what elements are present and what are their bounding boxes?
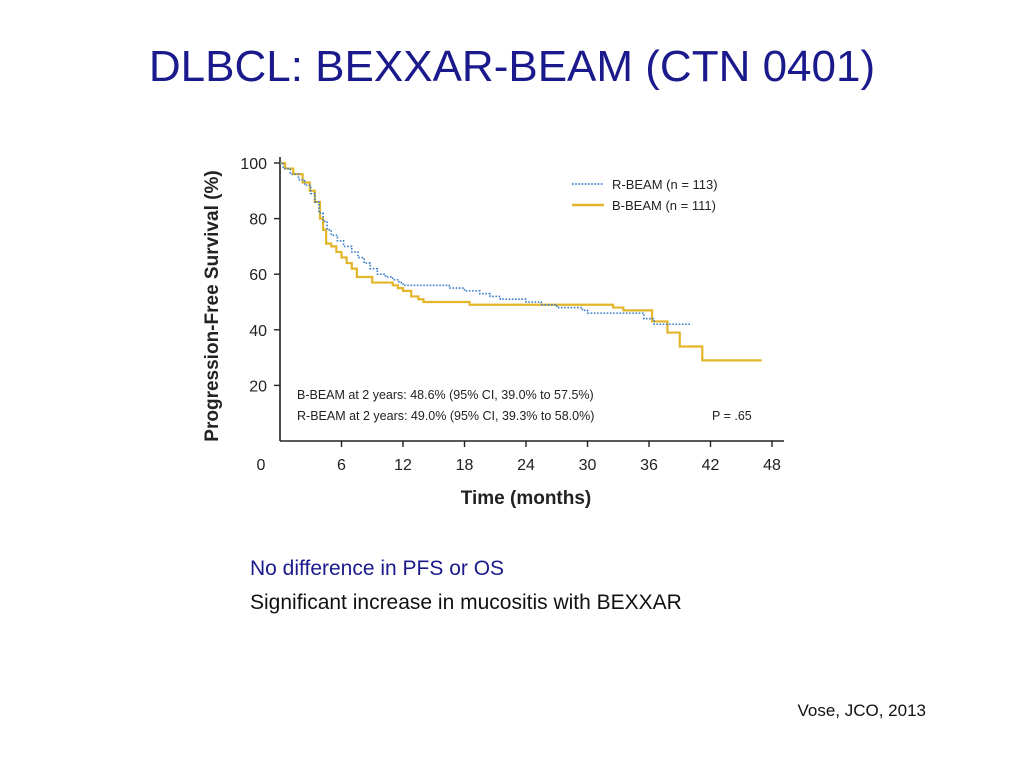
chart-axes: 20 40 60 80 100 0 6 12 18 24 30 36 42 48 Time (months)… (202, 156, 784, 509)
y-tick-label: 60 (249, 267, 267, 284)
x-tick-label: 12 (394, 457, 412, 474)
x-tick-label: 48 (763, 457, 781, 474)
annotation-r-beam-2yr: R-BEAM at 2 years: 49.0% (95% CI, 39.3% … (297, 409, 594, 423)
x-tick-label: 18 (456, 457, 474, 474)
x-tick-label: 30 (579, 457, 597, 474)
y-tick-label: 40 (249, 323, 267, 340)
x-axis-label: Time (months) (461, 488, 592, 509)
chart-curves (280, 161, 762, 362)
citation: Vose, JCO, 2013 (797, 701, 926, 720)
y-tick-label: 20 (249, 378, 267, 395)
annotation-b-beam-2yr: B-BEAM at 2 years: 48.6% (95% CI, 39.0% … (297, 388, 594, 402)
y-tick-label: 100 (240, 156, 267, 173)
x-tick-label: 6 (337, 457, 346, 474)
legend-label: B-BEAM (n = 111) (612, 198, 716, 213)
x-tick-label: 42 (702, 457, 720, 474)
slide-title: DLBCL: BEXXAR-BEAM (CTN 0401) (148, 42, 876, 91)
chart-annotations: B-BEAM at 2 years: 48.6% (95% CI, 39.0% … (297, 388, 752, 423)
x-tick-label: 24 (517, 457, 535, 474)
series-line-b-beam (280, 161, 762, 362)
y-axis-label: Progression-Free Survival (%) (202, 170, 223, 441)
annotation-p-value: P = .65 (712, 409, 752, 423)
chart-legend: R-BEAM (n = 113) B-BEAM (n = 111) (572, 177, 718, 213)
x-tick-label: 0 (257, 457, 266, 474)
series-line-r-beam (280, 162, 690, 326)
y-tick-label: 80 (249, 212, 267, 229)
x-tick-label: 36 (640, 457, 658, 474)
legend-label: R-BEAM (n = 113) (612, 177, 718, 192)
finding-mucositis: Significant increase in mucositis with B… (250, 591, 682, 614)
finding-no-difference: No difference in PFS or OS (250, 557, 505, 580)
